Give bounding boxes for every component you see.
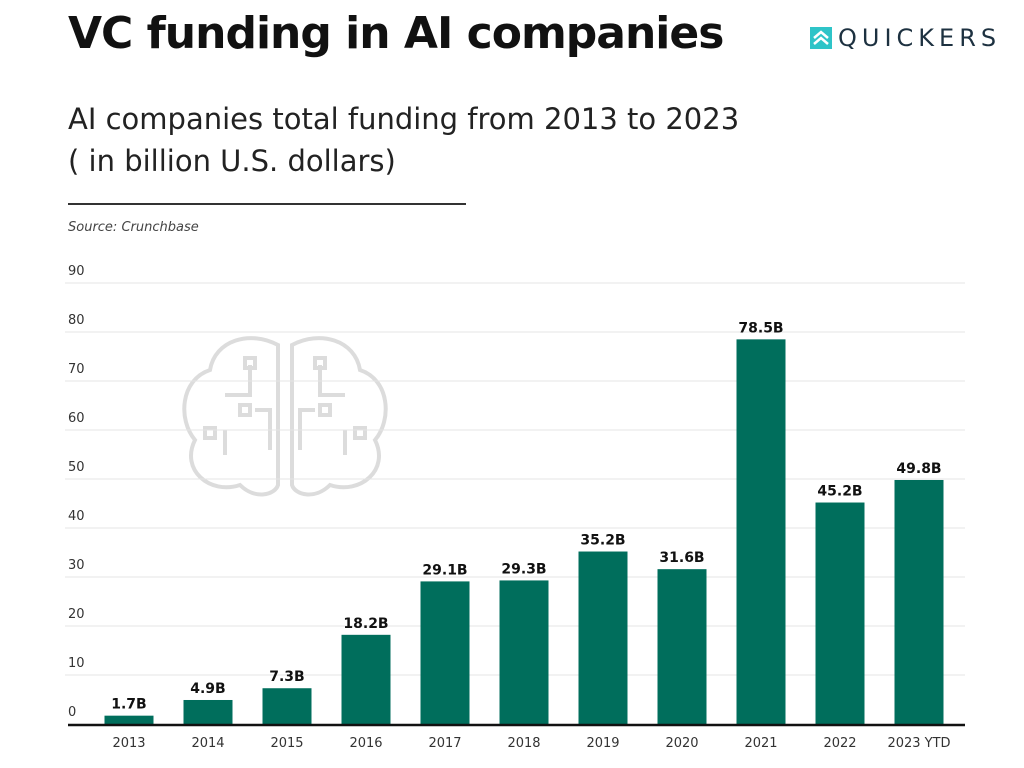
bar [736, 339, 786, 724]
x-tick-label: 2019 [586, 736, 619, 751]
bar [183, 699, 233, 724]
chart-title: VC funding in AI companies [68, 8, 724, 59]
data-label: 45.2B [817, 484, 862, 500]
bar [815, 502, 865, 724]
source-note: Source: Crunchbase [68, 220, 199, 235]
logo-chevron-icon [810, 27, 832, 49]
x-tick-label: 2013 [112, 736, 145, 751]
data-label: 1.7B [111, 697, 146, 713]
y-tick-label: 40 [68, 509, 85, 524]
x-tick-label: 2015 [270, 736, 303, 751]
y-tick-label: 50 [68, 460, 85, 475]
x-tick-label: 2014 [191, 736, 224, 751]
data-label: 49.8B [896, 461, 941, 477]
bar [657, 569, 707, 724]
bar [420, 581, 470, 724]
brain-circuit-icon [182, 336, 388, 497]
x-tick-label: 2017 [428, 736, 461, 751]
logo-text: QUICKERS [838, 24, 1002, 52]
x-tick-label: 2018 [507, 736, 540, 751]
data-label: 78.5B [738, 320, 783, 336]
quickers-logo: QUICKERS [810, 24, 1001, 52]
bar [894, 479, 944, 724]
bar [341, 634, 391, 724]
y-tick-label: 30 [68, 558, 85, 573]
x-tick-label: 2021 [744, 736, 777, 751]
data-label: 29.1B [422, 562, 467, 578]
y-tick-label: 70 [68, 362, 85, 377]
x-tick-label: 2020 [665, 736, 698, 751]
y-tick-label: 0 [68, 705, 76, 720]
y-tick-label: 90 [68, 264, 85, 279]
x-tick-label: 2016 [349, 736, 382, 751]
data-label: 4.9B [190, 681, 225, 697]
y-tick-label: 80 [68, 313, 85, 328]
subtitle-line-1: AI companies total funding from 2013 to … [68, 102, 740, 136]
chart-subtitle: AI companies total funding from 2013 to … [68, 98, 788, 182]
bar [499, 580, 549, 724]
data-label: 31.6B [659, 550, 704, 566]
x-tick-label: 2023 YTD [887, 736, 950, 751]
bar [578, 551, 628, 724]
y-tick-label: 20 [68, 607, 85, 622]
subtitle-line-2: ( in billion U.S. dollars) [68, 144, 396, 178]
divider [68, 203, 466, 205]
bar [104, 715, 154, 724]
bar [262, 688, 312, 724]
y-tick-label: 60 [68, 411, 85, 426]
data-label: 18.2B [343, 616, 388, 632]
data-label: 7.3B [269, 669, 304, 685]
x-tick-label: 2022 [823, 736, 856, 751]
data-label: 29.3B [501, 561, 546, 577]
y-tick-label: 10 [68, 656, 85, 671]
data-label: 35.2B [580, 533, 625, 549]
